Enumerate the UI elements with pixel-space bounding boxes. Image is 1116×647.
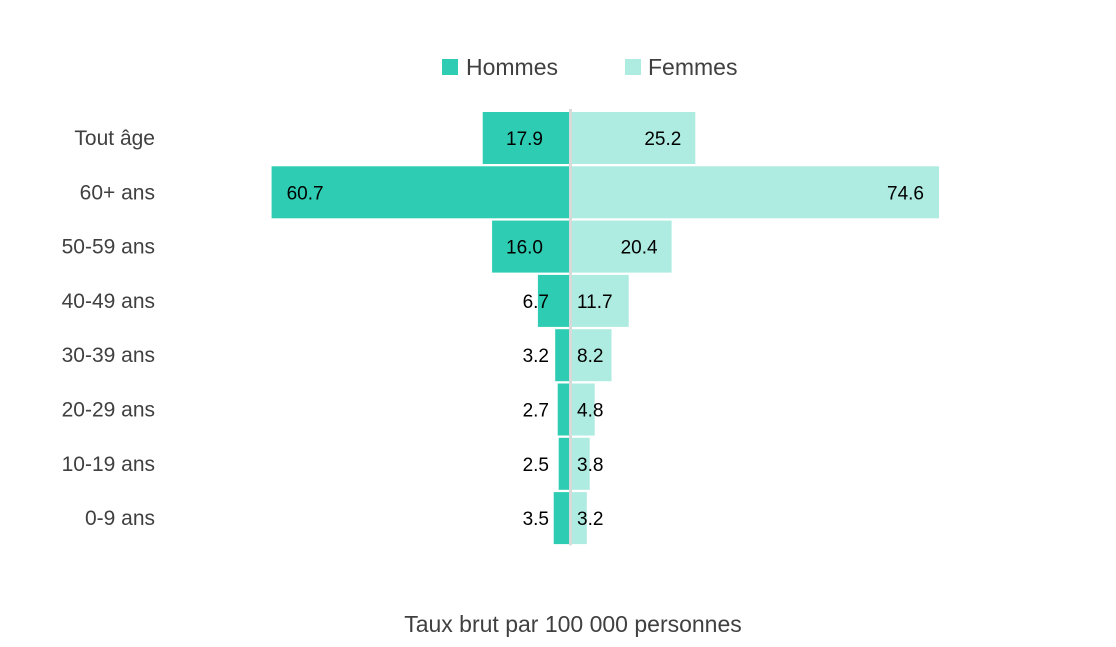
bar-hommes-20-29-ans	[557, 383, 571, 436]
bar-femmes-tout-ge	[571, 112, 696, 164]
value-label-femmes-10-19-ans: 3.8	[577, 455, 603, 476]
value-label-hommes-40-49-ans: 6.7	[523, 292, 549, 313]
value-label-hommes-20-29-ans: 2.7	[523, 401, 549, 422]
category-label-tout-ge: Tout âge	[74, 127, 155, 150]
chart-legend: Hommes Femmes	[442, 54, 737, 80]
category-label-30-39-ans: 30-39 ans	[62, 344, 155, 367]
bar-femmes-50-59-ans	[571, 220, 672, 273]
bar-femmes-40-49-ans	[571, 274, 629, 327]
value-label-femmes-30-39-ans: 8.2	[577, 346, 603, 367]
value-label-femmes-0-9-ans: 3.2	[577, 509, 603, 530]
category-label-40-49-ans: 40-49 ans	[62, 290, 155, 313]
bar-femmes-10-19-ans	[571, 437, 590, 490]
value-label-hommes-tout-ge: 17.9	[506, 129, 543, 150]
center-axis-line	[569, 109, 572, 546]
value-label-femmes-tout-ge: 25.2	[644, 129, 681, 150]
bar-femmes-20-29-ans	[571, 383, 595, 436]
value-label-hommes-50-59-ans: 16.0	[506, 238, 543, 259]
value-label-femmes-20-29-ans: 4.8	[577, 401, 603, 422]
bar-hommes-50-59-ans	[492, 220, 571, 273]
bar-hommes-40-49-ans	[537, 274, 571, 327]
value-label-hommes-60-ans: 60.7	[287, 183, 324, 204]
legend-label-hommes: Hommes	[466, 54, 558, 80]
category-label-60-ans: 60+ ans	[80, 181, 155, 204]
bars-group	[271, 109, 939, 546]
value-label-femmes-40-49-ans: 11.7	[577, 292, 613, 313]
value-label-hommes-30-39-ans: 3.2	[523, 346, 549, 367]
value-label-femmes-60-ans: 74.6	[887, 183, 924, 204]
category-label-0-9-ans: 0-9 ans	[85, 507, 155, 530]
value-label-hommes-0-9-ans: 3.5	[523, 509, 549, 530]
category-label-20-29-ans: 20-29 ans	[62, 399, 155, 422]
legend-label-femmes: Femmes	[648, 54, 737, 80]
bar-hommes-30-39-ans	[555, 329, 571, 382]
legend-swatch-femmes	[625, 59, 641, 75]
bar-femmes-60-ans	[571, 166, 939, 219]
bar-femmes-30-39-ans	[571, 329, 612, 382]
value-label-hommes-10-19-ans: 2.5	[523, 455, 549, 476]
bar-hommes-0-9-ans	[553, 492, 571, 545]
bar-hommes-60-ans	[271, 166, 571, 219]
category-label-50-59-ans: 50-59 ans	[62, 236, 155, 259]
value-label-femmes-50-59-ans: 20.4	[621, 238, 658, 259]
bar-hommes-10-19-ans	[558, 437, 571, 490]
bar-hommes-tout-ge	[482, 112, 571, 164]
legend-swatch-hommes	[442, 59, 458, 75]
category-labels: Tout âge 60+ ans 50-59 ans 40-49 ans 30-39 a…	[62, 127, 155, 530]
bar-femmes-0-9-ans	[571, 492, 587, 545]
value-labels: 17.9 25.2 60.7 74.6 16.0 20.4 6.7 11.7 3.2 8.2 2.7…	[287, 129, 924, 530]
x-axis-title: Taux brut par 100 000 personnes	[404, 611, 742, 637]
category-label-10-19-ans: 10-19 ans	[62, 453, 155, 476]
